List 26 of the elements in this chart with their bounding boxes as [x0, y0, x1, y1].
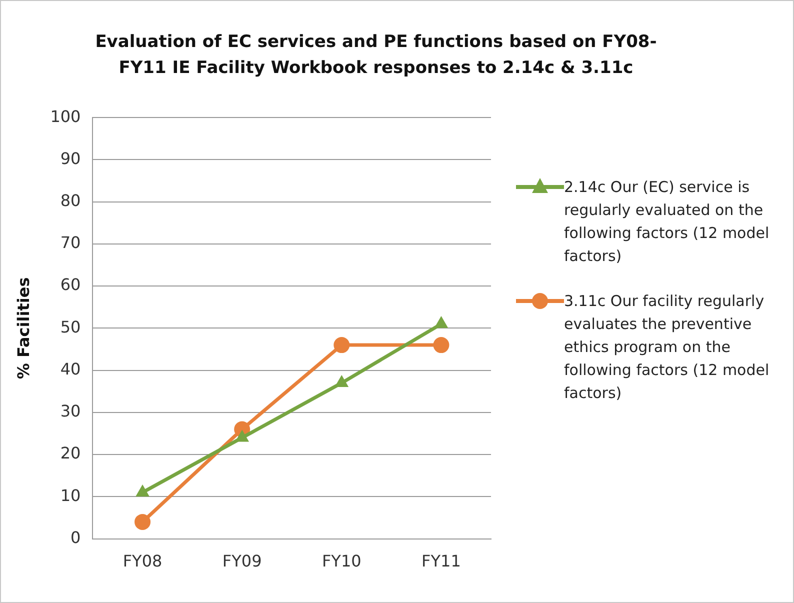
legend-label: 2.14c Our (EC) service is regularly evaluated on the following factors (12 model factors)	[564, 177, 770, 267]
point	[334, 337, 350, 354]
y-tick-label: 40	[60, 359, 81, 378]
point	[136, 484, 150, 496]
y-tick-label: 10	[60, 486, 81, 505]
point	[235, 430, 250, 442]
x-tick-label: FY11	[422, 552, 461, 571]
y-tick-label: 70	[60, 233, 81, 252]
point	[334, 374, 349, 387]
y-tick-label: 90	[60, 148, 81, 168]
y-tick-label: 20	[60, 444, 81, 463]
y-tick-label: 60	[60, 275, 81, 294]
point	[433, 337, 450, 354]
chart-title: Evaluation of EC services and PE functions based on FY08-FY11 IE Facility Workbook responses to 2.14c & 3.11c	[94, 31, 658, 80]
x-tick-label: FY10	[322, 552, 362, 571]
legend-label: 3.11c Our facility regularly evaluates the preventive ethics program on the following factors (12 model factors)	[564, 291, 770, 404]
y-tick-label: 50	[60, 317, 81, 336]
point	[434, 316, 448, 328]
x-tick-label: FY09	[222, 552, 262, 571]
y-tick-label: 30	[60, 402, 81, 421]
y-tick-label: 100	[50, 106, 81, 126]
y-axis-title: % Facilities	[14, 277, 33, 380]
point	[134, 514, 151, 530]
x-tick-label: FY08	[122, 552, 162, 571]
y-tick-label: 80	[60, 190, 81, 210]
y-tick-label: 0	[70, 528, 81, 547]
